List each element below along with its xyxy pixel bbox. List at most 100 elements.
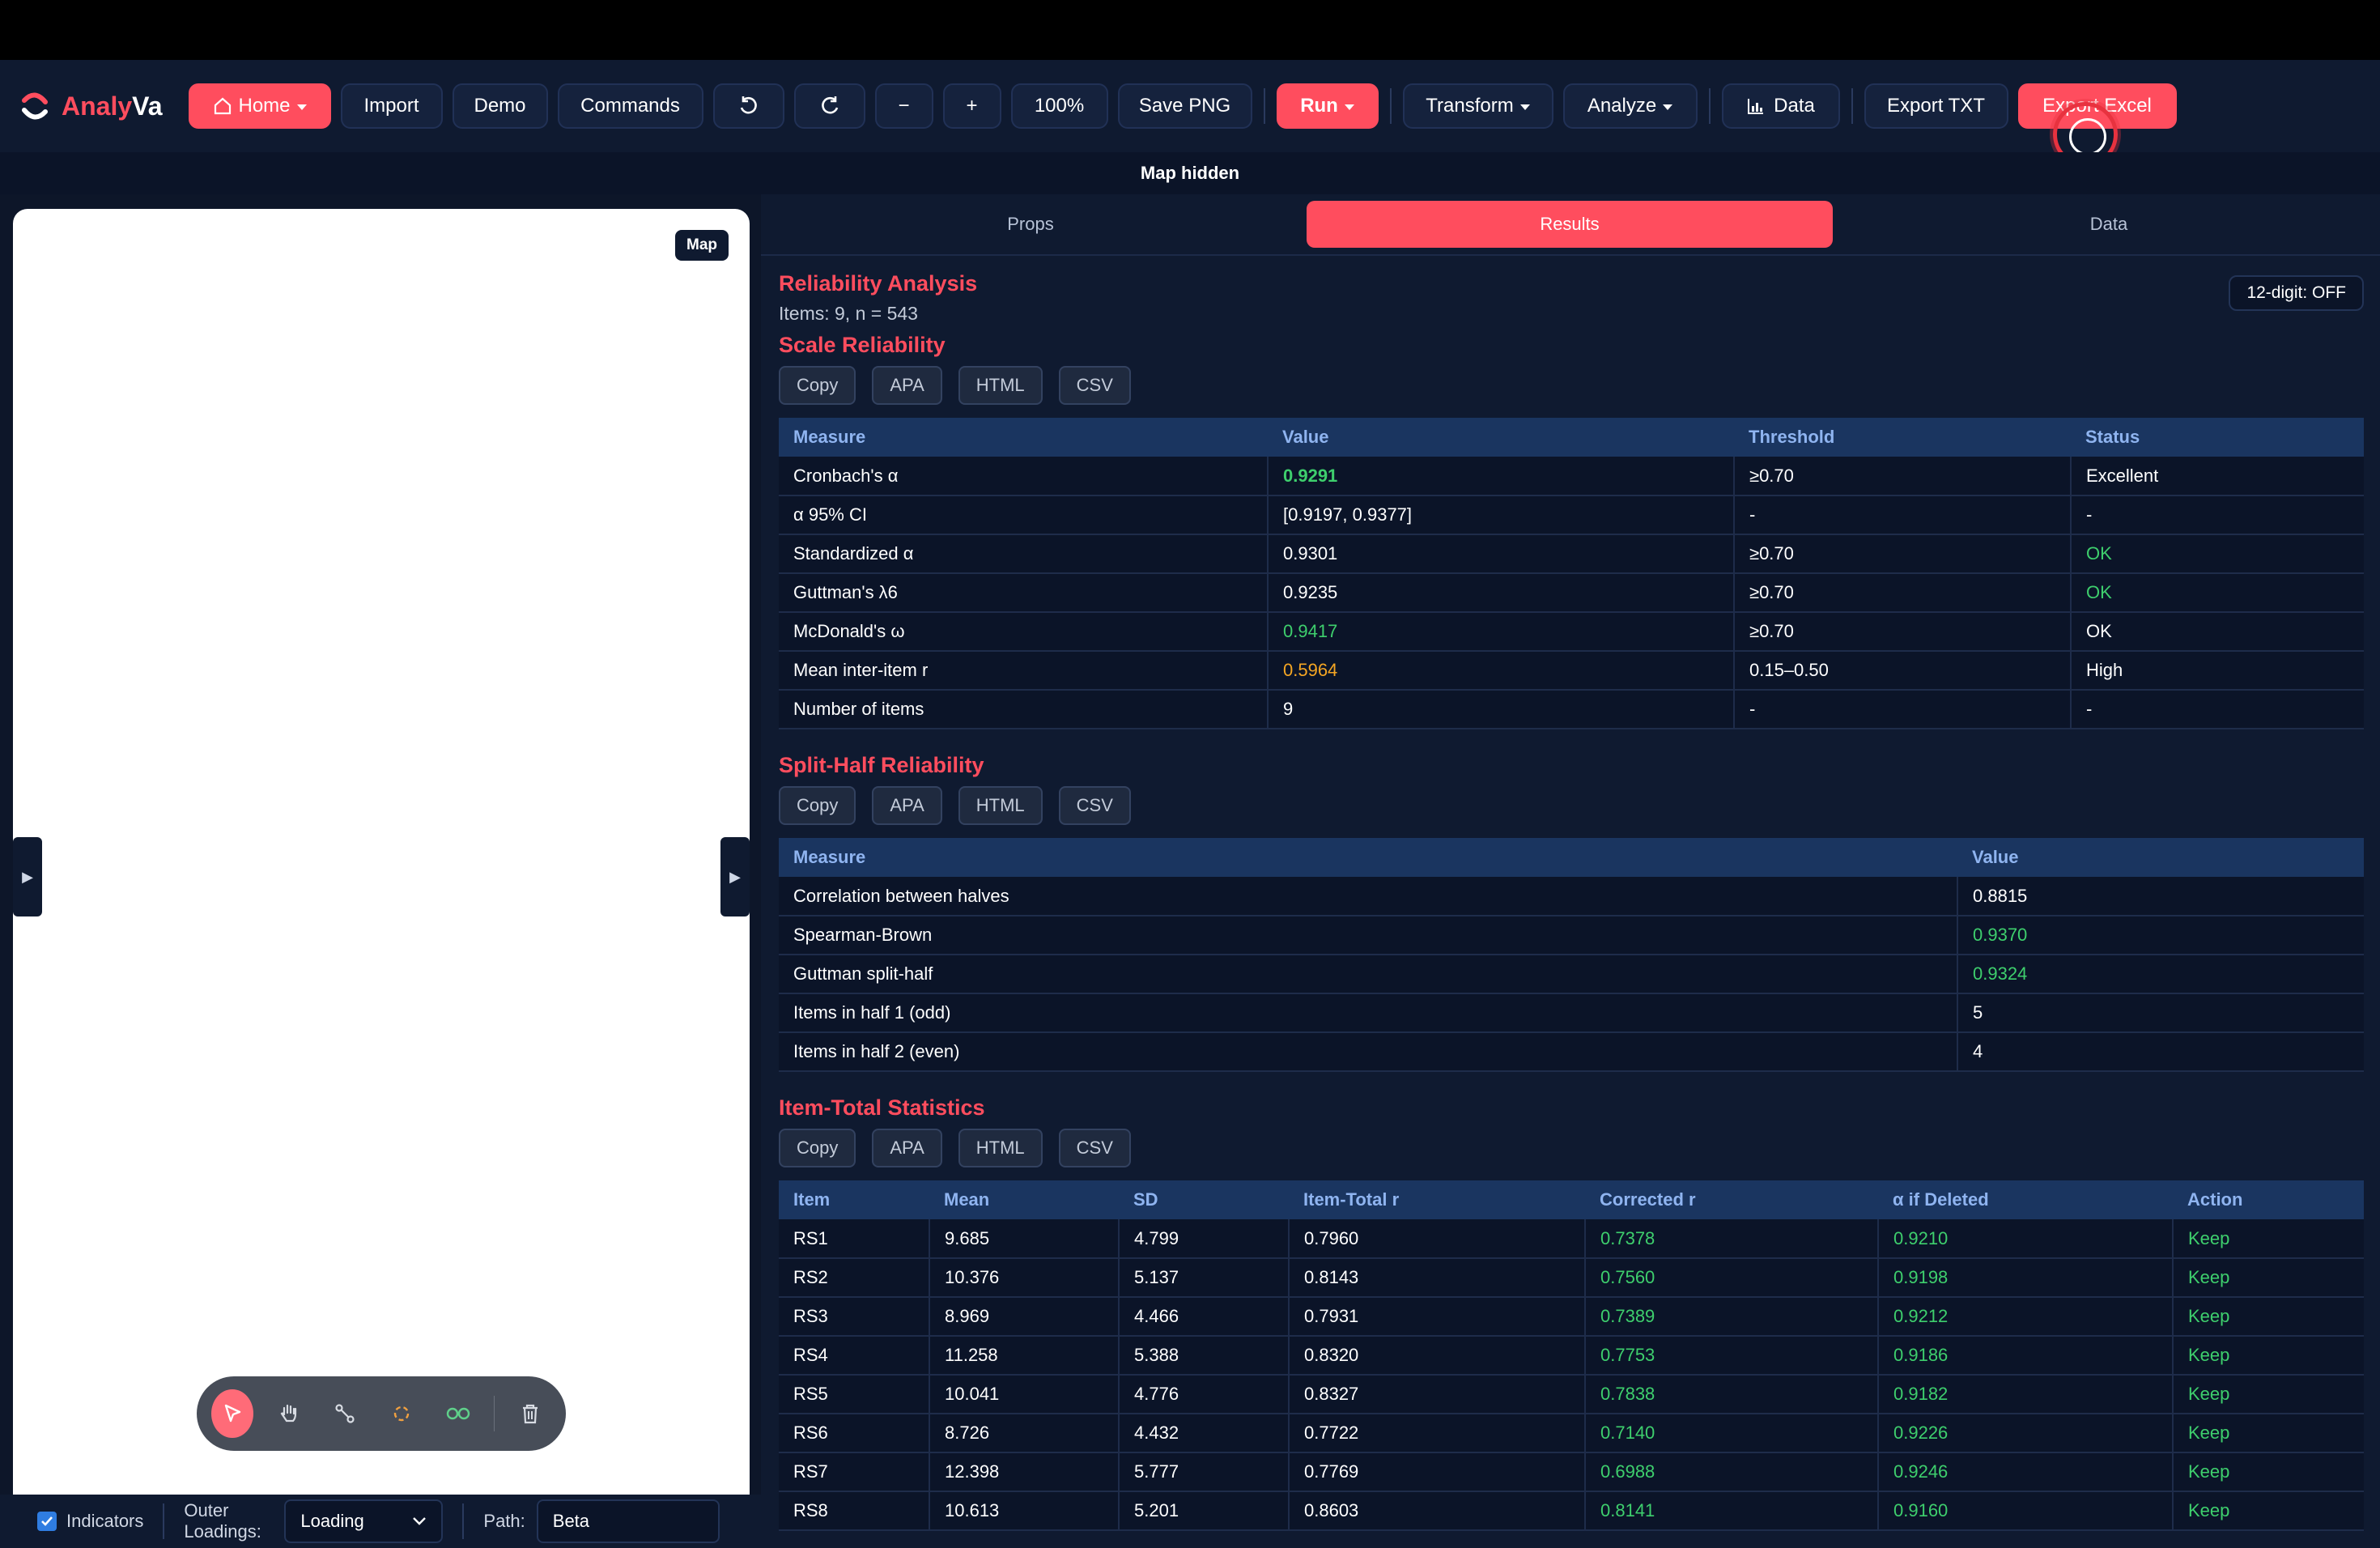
column-header: Measure (779, 838, 1957, 877)
table-row: Standardized α 0.9301 ≥0.70 OK (779, 534, 2364, 574)
toolbar-divider (1708, 88, 1711, 124)
map-toggle-button[interactable]: Map (675, 230, 729, 261)
outer-loadings-select[interactable]: Loading (284, 1499, 444, 1543)
table-cell: 0.7931 (1289, 1297, 1586, 1337)
app-name: AnalyVa (62, 91, 163, 121)
transform-button[interactable]: Transform (1402, 83, 1553, 129)
table-cell: [0.9197, 0.9377] (1268, 495, 1735, 535)
model-canvas[interactable]: Map (13, 209, 750, 1495)
table-cell: Correlation between halves (779, 877, 1958, 916)
table-cell: - (1734, 495, 2072, 535)
hand-icon (280, 1404, 296, 1423)
table-row: Spearman-Brown 0.9370 (779, 916, 2364, 955)
table-cell: Guttman's λ6 (779, 573, 1269, 613)
table-cell: 0.9324 (1957, 955, 2364, 994)
analysis-title: Reliability Analysis (779, 271, 978, 296)
table-cell: 9.685 (929, 1219, 1120, 1259)
chevron-down-icon (296, 104, 307, 110)
data-button[interactable]: Data (1721, 83, 1840, 129)
copy-button[interactable]: Copy (779, 366, 856, 405)
zoom-out-button[interactable]: − (874, 83, 933, 129)
item-rows: RS1 9.685 4.799 0.7960 0.7378 0.9210 Keep RS2 10… (779, 1219, 2364, 1531)
table-row: Correlation between halves 0.8815 (779, 877, 2364, 916)
analysis-summary: Items: 9, n = 543 (779, 303, 918, 324)
run-button[interactable]: Run (1276, 83, 1379, 129)
table-cell: 0.8327 (1289, 1375, 1586, 1414)
indicators-checkbox[interactable] (37, 1512, 57, 1531)
indicator-tool-button[interactable] (437, 1389, 479, 1438)
zoom-in-button[interactable]: + (942, 83, 1001, 129)
table-row: Mean inter-item r 0.5964 0.15–0.50 High (779, 651, 2364, 691)
apa-button[interactable]: APA (872, 366, 942, 405)
import-button[interactable]: Import (340, 83, 443, 129)
demo-button[interactable]: Demo (452, 83, 548, 129)
pan-tool-button[interactable] (268, 1389, 310, 1438)
apa-button[interactable]: APA (872, 786, 942, 825)
pointer-icon (224, 1404, 241, 1423)
table-row: Items in half 2 (even) 4 (779, 1032, 2364, 1072)
table-cell: 4.432 (1119, 1414, 1290, 1453)
table-cell: 11.258 (929, 1336, 1120, 1376)
home-button[interactable]: Home (188, 83, 331, 129)
section-title: Item-Total Statistics (779, 1095, 985, 1120)
table-cell: RS5 (779, 1375, 930, 1414)
commands-button[interactable]: Commands (557, 83, 703, 129)
select-tool-button[interactable] (211, 1389, 253, 1438)
connect-tool-button[interactable] (324, 1389, 366, 1438)
undo-button[interactable] (712, 83, 784, 129)
tab-props[interactable]: Props (1007, 214, 1054, 234)
table-header-row: Measure Value (779, 838, 2364, 877)
table-cell: 0.9212 (1878, 1297, 2174, 1337)
table-cell: 0.7560 (1585, 1258, 1879, 1298)
analyze-button[interactable]: Analyze (1562, 83, 1698, 129)
table-cell: Standardized α (779, 534, 1269, 574)
table-cell: 8.726 (929, 1414, 1120, 1453)
table-cell: Keep (2173, 1219, 2364, 1259)
digit-toggle-button[interactable]: 12-digit: OFF (2229, 275, 2364, 311)
chevron-down-icon (1663, 104, 1673, 110)
os-top-bar (0, 0, 2380, 60)
table-cell: ≥0.70 (1734, 612, 2072, 652)
left-collapse-button[interactable]: ▶ (13, 837, 42, 916)
table-cell: 8.969 (929, 1297, 1120, 1337)
table-cell: 0.5964 (1268, 651, 1735, 691)
html-button[interactable]: HTML (958, 786, 1043, 825)
path-select[interactable]: Beta (536, 1499, 720, 1543)
table-cell: Keep (2173, 1491, 2364, 1531)
table-cell: 5 (1957, 993, 2364, 1033)
table-cell: 10.376 (929, 1258, 1120, 1298)
export-txt-button[interactable]: Export TXT (1864, 83, 2008, 129)
html-button[interactable]: HTML (958, 1129, 1043, 1167)
map-status-text: Map hidden (1140, 163, 1240, 183)
main-toolbar: AnalyVa Home Import Demo Commands − + 10… (0, 60, 2380, 152)
copy-button[interactable]: Copy (779, 1129, 856, 1167)
column-header: α if Deleted (1878, 1180, 2173, 1219)
table-cell: 0.7378 (1585, 1219, 1879, 1259)
canvas-tool-palette (197, 1376, 566, 1451)
csv-button[interactable]: CSV (1058, 1129, 1131, 1167)
table-cell: - (1734, 690, 2072, 729)
table-cell: 4.466 (1119, 1297, 1290, 1337)
tab-data[interactable]: Data (2089, 214, 2128, 234)
table-cell: ≥0.70 (1734, 457, 2072, 496)
tab-results[interactable]: Results (1307, 201, 1833, 248)
copy-button[interactable]: Copy (779, 786, 856, 825)
html-button[interactable]: HTML (958, 366, 1043, 405)
construct-tool-button[interactable] (380, 1389, 423, 1438)
split-half-table: Measure Value Correlation between halves… (779, 838, 2364, 1072)
right-collapse-button[interactable]: ▶ (720, 837, 750, 916)
redo-button[interactable] (793, 83, 865, 129)
zoom-level-button[interactable]: 100% (1010, 83, 1108, 129)
delete-tool-button[interactable] (509, 1389, 551, 1438)
table-cell: 0.8603 (1289, 1491, 1586, 1531)
path-label: Path: (483, 1511, 525, 1531)
table-cell: 0.7722 (1289, 1414, 1586, 1453)
table-cell: 0.9235 (1268, 573, 1735, 613)
csv-button[interactable]: CSV (1058, 786, 1131, 825)
save-png-button[interactable]: Save PNG (1117, 83, 1252, 129)
link-icon (335, 1404, 355, 1423)
csv-button[interactable]: CSV (1058, 366, 1131, 405)
apa-button[interactable]: APA (872, 1129, 942, 1167)
bar-chart-icon (1748, 99, 1764, 114)
construct-icon (393, 1406, 410, 1422)
